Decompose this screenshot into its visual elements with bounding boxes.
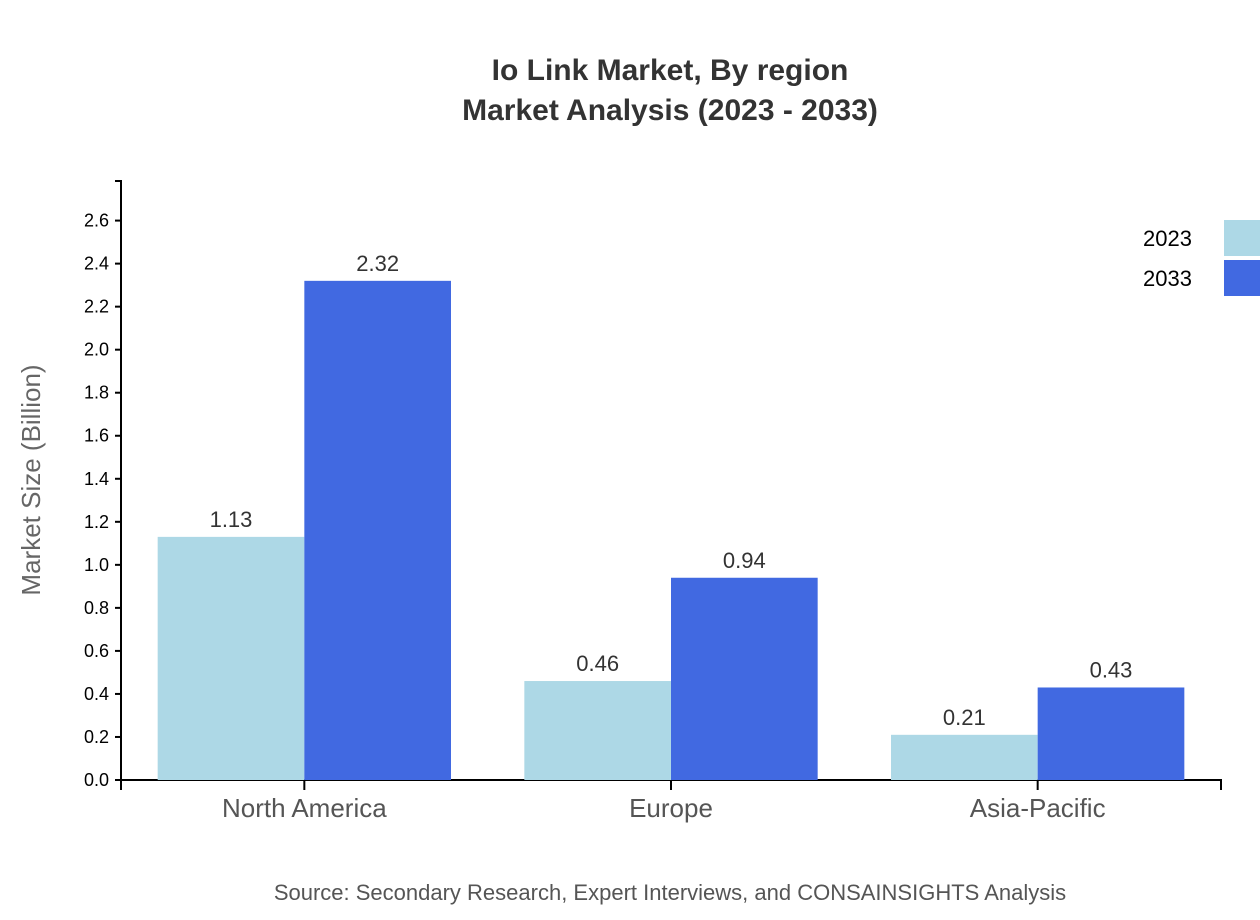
- y-tick-label: 2.4: [84, 254, 109, 274]
- y-tick-label: 1.4: [84, 469, 109, 489]
- y-tick-label: 1.2: [84, 512, 109, 532]
- legend-label: 2033: [1143, 266, 1192, 291]
- bar-2033-asia-pacific: [1037, 687, 1185, 780]
- y-axis-label: Market Size (Billion): [16, 364, 46, 595]
- y-tick-label: 0.4: [84, 684, 109, 704]
- bar-2033-europe: [671, 577, 818, 780]
- data-label: 2.32: [356, 251, 399, 276]
- bars: 1.13 2.32 0.46 0.94 0.21 0.43: [157, 251, 1185, 780]
- data-label: 0.43: [1090, 657, 1133, 682]
- x-tick-label: Europe: [629, 793, 713, 823]
- bar-2023-north-america: [157, 536, 305, 780]
- y-tick-label: 0.2: [84, 727, 109, 747]
- chart-title: Io Link Market, By region: [492, 54, 849, 87]
- data-label: 0.94: [723, 548, 766, 573]
- y-tick-label: 1.0: [84, 555, 109, 575]
- y-tick-label: 0.0: [84, 770, 109, 790]
- y-tick-label: 0.6: [84, 641, 109, 661]
- legend: 2023 2033: [1143, 220, 1260, 296]
- bar-2033-north-america: [304, 280, 451, 780]
- y-tick-label: 0.8: [84, 598, 109, 618]
- y-axis: 0.0 0.2 0.4 0.6 0.8 1.0 1.2 1.4 1.6 1.8 2.0 2.2 2.4 2…: [84, 180, 122, 790]
- legend-label: 2023: [1143, 226, 1192, 251]
- y-tick-label: 1.8: [84, 383, 109, 403]
- y-tick-label: 1.6: [84, 426, 109, 446]
- source-note: Source: Secondary Research, Expert Inter…: [274, 880, 1066, 905]
- chart-subtitle: Market Analysis (2023 - 2033): [462, 94, 878, 127]
- y-tick-label: 2.6: [84, 211, 109, 231]
- data-label: 1.13: [210, 507, 253, 532]
- y-tick-label: 2.0: [84, 340, 109, 360]
- data-label: 0.46: [576, 651, 619, 676]
- legend-swatch-2033: [1224, 260, 1260, 296]
- bar-2023-europe: [524, 681, 671, 780]
- x-tick-label: Asia-Pacific: [970, 793, 1106, 823]
- bar-2023-asia-pacific: [891, 734, 1038, 780]
- x-axis: North America Europe Asia-Pacific: [120, 779, 1222, 823]
- legend-swatch-2023: [1224, 220, 1260, 256]
- y-tick-label: 2.2: [84, 297, 109, 317]
- y-axis-line: [115, 180, 122, 781]
- x-tick-label: North America: [222, 793, 387, 823]
- data-label: 0.21: [943, 705, 986, 730]
